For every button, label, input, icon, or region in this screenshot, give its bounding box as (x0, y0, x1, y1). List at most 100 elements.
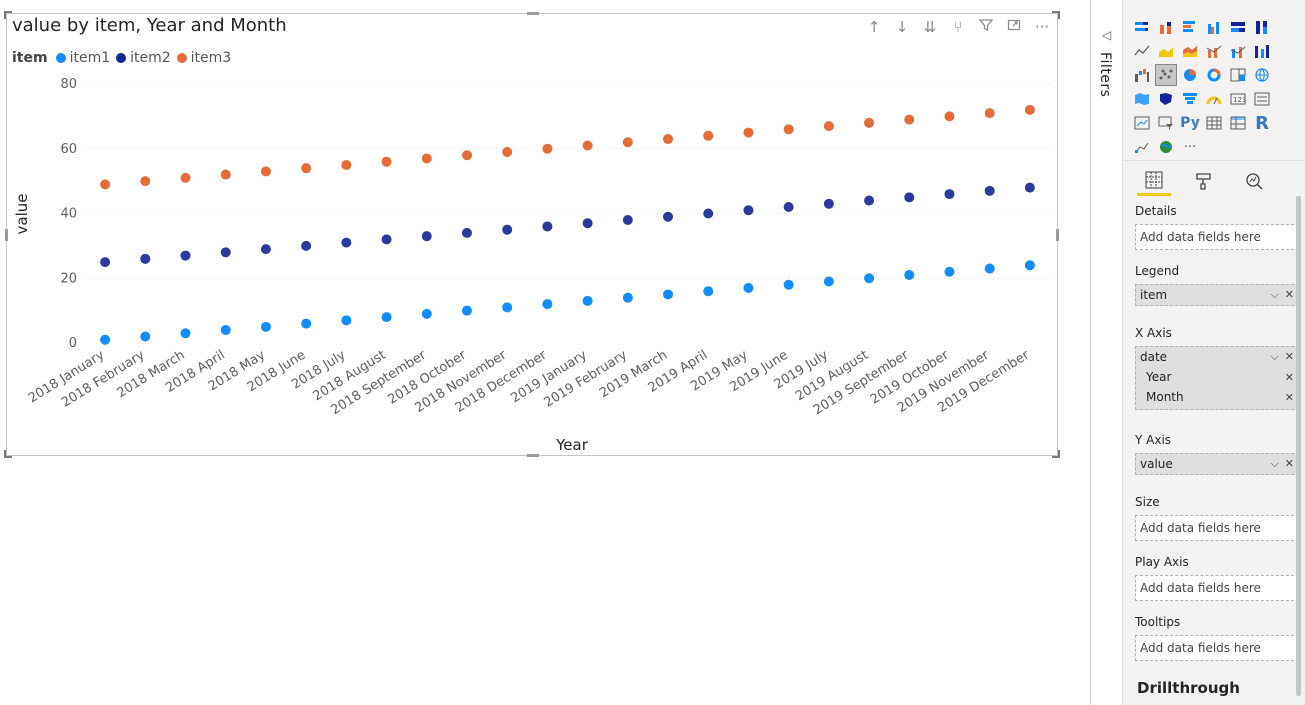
close-icon[interactable]: ✕ (1284, 370, 1294, 384)
pie-chart-icon[interactable] (1179, 64, 1201, 86)
data-point-item1 (984, 263, 995, 274)
arrow-up-icon[interactable]: ↑ (867, 18, 881, 36)
chevron-down-icon[interactable]: ⌵ (1270, 350, 1279, 363)
close-icon[interactable]: ✕ (1284, 390, 1294, 404)
scatter-chart-icon[interactable] (1155, 64, 1177, 86)
line-and-stacked-column-chart-icon[interactable] (1203, 40, 1225, 62)
svg-text:123: 123 (1233, 96, 1246, 104)
stacked-area-chart-icon[interactable] (1179, 40, 1201, 62)
resize-handle-top[interactable] (527, 12, 539, 15)
waterfall-chart-icon[interactable] (1131, 64, 1153, 86)
data-point-item3 (823, 121, 834, 132)
filled-map-icon[interactable] (1131, 88, 1153, 110)
y-tick-label: 80 (60, 77, 77, 92)
focus-mode-icon[interactable] (1005, 18, 1023, 36)
table-icon[interactable] (1203, 112, 1225, 134)
data-point-item2 (663, 211, 674, 222)
filters-pane-label[interactable]: Filters (1097, 52, 1113, 98)
map-icon[interactable] (1251, 64, 1273, 86)
python-visual-icon[interactable]: Py (1180, 115, 1200, 131)
data-point-item1 (421, 308, 432, 319)
y-axis-title: value (13, 194, 31, 235)
resize-handle-bottom-left[interactable] (4, 450, 12, 458)
chevron-down-icon[interactable]: ⌵ (1270, 457, 1279, 470)
more-visuals-icon[interactable]: ··· (1183, 139, 1197, 155)
funnel-icon[interactable] (1179, 88, 1201, 110)
resize-handle-bottom-right[interactable] (1052, 450, 1060, 458)
data-point-item1 (381, 312, 392, 323)
line-chart-icon[interactable] (1131, 40, 1153, 62)
close-icon[interactable]: ✕ (1284, 350, 1294, 363)
double-arrow-down-icon[interactable]: ⇊ (923, 18, 937, 36)
chevron-down-icon[interactable]: ⌵ (1270, 288, 1279, 301)
legend-field-chip[interactable]: item ⌵ ✕ (1135, 284, 1299, 306)
donut-chart-icon[interactable] (1203, 64, 1225, 86)
gauge-icon[interactable] (1203, 88, 1225, 110)
x-axis-well-label: X Axis (1135, 326, 1172, 340)
close-icon[interactable]: ✕ (1284, 288, 1294, 301)
y-axis-field-name: value (1140, 457, 1173, 471)
resize-handle-left[interactable] (5, 229, 8, 241)
tooltips-well-label: Tooltips (1135, 615, 1181, 629)
arrow-down-icon[interactable]: ↓ (895, 18, 909, 36)
resize-handle-bottom[interactable] (527, 454, 539, 457)
drillthrough-section-title[interactable]: Drillthrough (1137, 679, 1240, 697)
resize-handle-top-right[interactable] (1052, 11, 1060, 19)
card-icon[interactable]: 123 (1227, 88, 1249, 110)
clustered-bar-chart-icon[interactable] (1179, 16, 1201, 38)
line-and-clustered-column-chart-icon[interactable] (1227, 40, 1249, 62)
100-stacked-column-chart-icon[interactable] (1251, 16, 1273, 38)
kpi-icon[interactable] (1131, 112, 1153, 134)
treemap-icon[interactable] (1227, 64, 1249, 86)
details-well-label: Details (1135, 204, 1177, 218)
size-drop-zone[interactable]: Add data fields here (1135, 515, 1299, 541)
more-options-icon[interactable]: ··· (1034, 18, 1050, 36)
legend-marker-item2 (116, 53, 127, 63)
scatter-chart-visual[interactable]: 0 20 40 60 80 2018 January 2018 February 2018 M… (4, 11, 1060, 458)
data-point-item2 (341, 237, 352, 248)
key-influencers-icon[interactable] (1131, 136, 1153, 158)
expand-filters-icon[interactable]: ◁ (1102, 28, 1112, 42)
stacked-bar-chart-icon[interactable] (1131, 16, 1153, 38)
slicer-icon[interactable] (1155, 112, 1177, 134)
details-drop-zone[interactable]: Add data fields here (1135, 224, 1299, 250)
area-chart-icon[interactable] (1155, 40, 1177, 62)
chart-legend: item item1 item2 item3 (12, 50, 237, 66)
filter-icon[interactable] (977, 18, 995, 36)
pane-scrollbar[interactable] (1296, 196, 1301, 696)
data-point-item3 (381, 156, 392, 167)
legend-item[interactable]: item2 (116, 50, 171, 66)
ribbon-chart-icon[interactable] (1251, 40, 1273, 62)
data-point-item3 (421, 153, 432, 164)
arcgis-map-icon[interactable] (1155, 136, 1177, 158)
format-tab-icon[interactable] (1187, 166, 1221, 196)
data-point-item1 (1024, 260, 1035, 271)
tooltips-drop-zone[interactable]: Add data fields here (1135, 635, 1299, 661)
data-point-item3 (260, 166, 271, 177)
resize-handle-right[interactable] (1056, 229, 1059, 241)
clustered-column-chart-icon[interactable] (1203, 16, 1225, 38)
fields-tab-icon[interactable] (1137, 166, 1171, 196)
report-canvas: 0 20 40 60 80 2018 January 2018 February 2018 M… (4, 11, 1060, 458)
y-axis-field-chip[interactable]: value ⌵ ✕ (1135, 453, 1299, 475)
resize-handle-top-left[interactable] (4, 11, 12, 19)
filters-pane-collapsed[interactable]: ◁ Filters (1091, 0, 1123, 705)
chart-title: value by item, Year and Month (12, 15, 287, 36)
expand-hierarchy-icon[interactable]: ⑂ (953, 18, 963, 36)
multi-row-card-icon[interactable] (1251, 88, 1273, 110)
shape-map-icon[interactable] (1155, 88, 1177, 110)
legend-item[interactable]: item3 (176, 50, 231, 66)
close-icon[interactable]: ✕ (1284, 457, 1294, 470)
play-axis-drop-zone[interactable]: Add data fields here (1135, 575, 1299, 601)
y-tick-label: 20 (60, 271, 77, 286)
r-visual-icon[interactable]: R (1255, 112, 1269, 134)
data-point-item3 (461, 150, 472, 161)
100-stacked-bar-chart-icon[interactable] (1227, 16, 1249, 38)
legend-item[interactable]: item1 (55, 50, 110, 66)
data-point-item1 (100, 334, 111, 345)
stacked-column-chart-icon[interactable] (1155, 16, 1177, 38)
x-axis-field-chip[interactable]: date ⌵ ✕ Year ✕ Month ✕ (1135, 346, 1299, 410)
analytics-tab-icon[interactable] (1237, 166, 1271, 196)
data-point-item1 (864, 273, 875, 284)
matrix-icon[interactable] (1227, 112, 1249, 134)
